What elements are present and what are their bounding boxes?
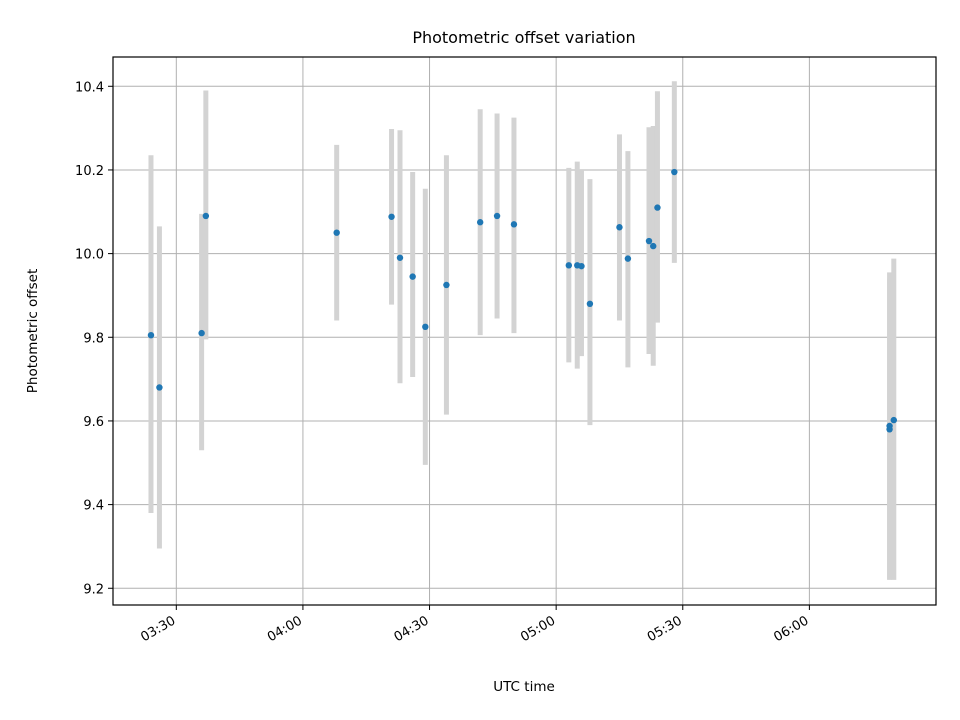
data-point: [890, 416, 897, 424]
data-point: [624, 255, 632, 262]
data-point: [578, 262, 585, 270]
y-tick-label: 10.2: [75, 164, 104, 179]
data-point: [198, 329, 205, 337]
data-point: [409, 273, 416, 280]
plot-frame: [112, 56, 937, 606]
data-point: [616, 224, 623, 231]
x-axis-label: UTC time: [493, 679, 555, 695]
y-tick-label: 10.4: [75, 80, 104, 95]
data-point: [147, 331, 155, 339]
data-point: [156, 384, 163, 391]
data-points: [147, 168, 897, 433]
data-point: [586, 300, 594, 308]
chart-title: Photometric offset variation: [412, 28, 635, 47]
y-tick-label: 9.6: [83, 415, 104, 430]
y-tick-label: 10.0: [75, 248, 104, 263]
data-point: [202, 212, 210, 220]
data-point: [388, 213, 395, 220]
y-tick-label: 9.2: [83, 582, 104, 597]
data-point: [510, 221, 518, 228]
data-point: [886, 426, 893, 433]
data-point: [396, 254, 404, 261]
data-point: [565, 262, 573, 269]
data-point: [443, 281, 450, 289]
data-point: [476, 219, 484, 226]
data-point: [654, 204, 661, 211]
grid: [113, 57, 936, 605]
data-point: [650, 242, 657, 250]
y-tick-label: 9.8: [83, 331, 104, 346]
data-point: [671, 168, 678, 176]
data-point: [645, 237, 653, 245]
data-point: [422, 323, 429, 331]
data-point: [493, 212, 501, 220]
y-tick-label: 9.4: [83, 499, 104, 514]
y-axis-label: Photometric offset: [25, 269, 41, 393]
data-point: [333, 229, 340, 236]
